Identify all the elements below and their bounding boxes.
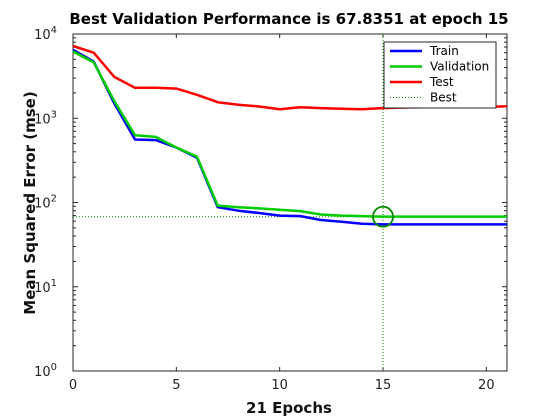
series-line-validation [72,50,507,218]
y-tick-label: 100 [34,362,57,380]
legend-label-train: Train [429,44,459,58]
x-tick-label: 15 [375,378,392,393]
x-tick-label: 20 [478,378,495,393]
x-axis-title: 21 Epochs [246,399,332,417]
y-tick-label: 101 [34,278,57,296]
y-tick-label: 102 [34,194,57,212]
legend-label-test: Test [429,75,454,89]
best-marker-circle [372,205,394,228]
legend-label-validation: Validation [430,60,489,74]
y-axis-title: Mean Squared Error (mse) [21,91,39,314]
y-tick-label: 104 [34,25,57,43]
y-tick-label: 103 [34,109,57,127]
x-tick-label: 0 [69,378,77,393]
x-tick-label: 10 [271,378,288,393]
series-line-train [72,48,507,226]
legend-label-best: Best [430,91,457,105]
x-tick-label: 5 [172,378,180,393]
chart-title: Best Validation Performance is 67.8351 a… [69,10,508,28]
